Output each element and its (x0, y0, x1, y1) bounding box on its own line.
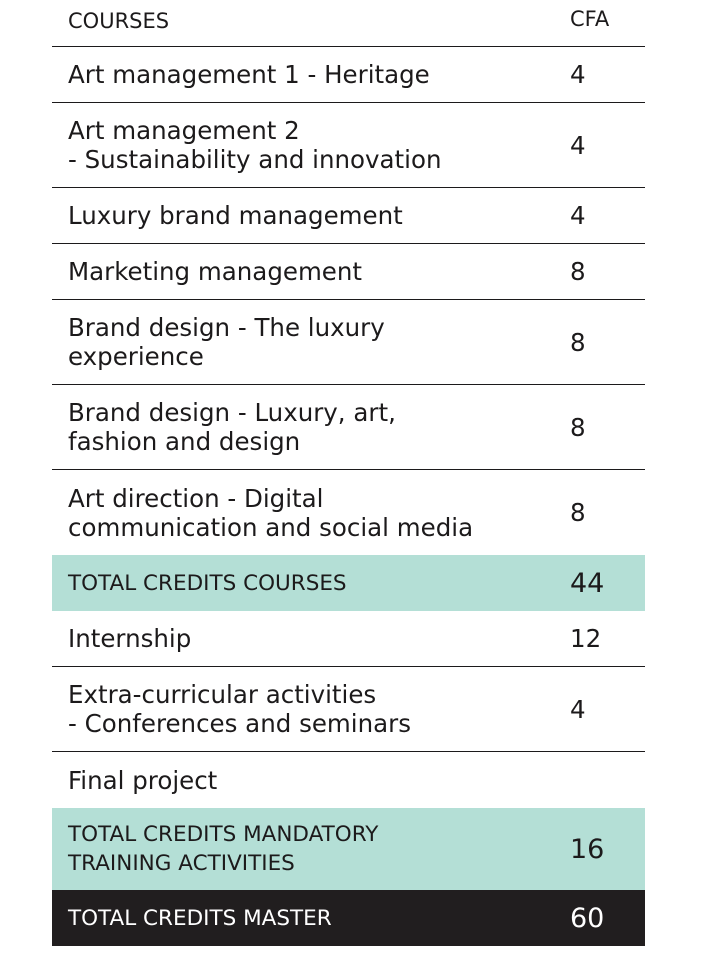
credits-table: COURSES CFA Art management 1 - Heritage … (52, 0, 645, 946)
activity-cfa: 4 (570, 694, 586, 724)
total-courses-label: TOTAL CREDITS COURSES (68, 570, 347, 596)
table-row: Marketing management 8 (52, 244, 645, 300)
total-mandatory-value: 16 (570, 833, 605, 865)
course-name: Brand design - Luxury, art, fashion and … (68, 398, 396, 456)
course-cfa: 4 (570, 60, 586, 89)
course-name: Luxury brand management (68, 201, 403, 230)
table-row: Luxury brand management 4 (52, 188, 645, 244)
activity-name: Extra-curricular activities - Conference… (68, 680, 411, 738)
courses-column-header: COURSES (68, 9, 170, 33)
total-master-row: TOTAL CREDITS MASTER 60 (52, 890, 645, 946)
table-row: Final project (52, 752, 645, 808)
activity-cfa: 12 (570, 624, 602, 653)
table-header: COURSES CFA (52, 0, 645, 47)
course-cfa: 8 (570, 412, 586, 442)
course-cfa: 4 (570, 201, 586, 230)
course-cfa: 4 (570, 130, 586, 160)
course-name: Art direction - Digital communication an… (68, 483, 474, 542)
table-row: Art management 1 - Heritage 4 (52, 47, 645, 103)
table-row: Extra-curricular activities - Conference… (52, 667, 645, 752)
table-row: Brand design - Luxury, art, fashion and … (52, 385, 645, 470)
activity-name: Internship (68, 624, 192, 653)
table-row: Art direction - Digital communication an… (52, 470, 645, 555)
total-master-value: 60 (570, 902, 605, 934)
activity-name: Final project (68, 765, 218, 795)
course-name: Marketing management (68, 257, 363, 286)
total-mandatory-label: TOTAL CREDITS MANDATORY TRAINING ACTIVIT… (68, 822, 379, 876)
table-row: Internship 12 (52, 611, 645, 667)
total-master-label: TOTAL CREDITS MASTER (68, 905, 332, 931)
course-name: Art management 2 - Sustainability and in… (68, 116, 442, 174)
table-row: Brand design - The luxury experience 8 (52, 300, 645, 385)
total-mandatory-row: TOTAL CREDITS MANDATORY TRAINING ACTIVIT… (52, 808, 645, 890)
course-cfa: 8 (570, 498, 586, 527)
total-courses-value: 44 (570, 567, 605, 599)
table-row: Art management 2 - Sustainability and in… (52, 103, 645, 188)
course-name: Art management 1 - Heritage (68, 60, 430, 89)
course-cfa: 8 (570, 257, 586, 286)
course-cfa: 8 (570, 327, 586, 357)
total-courses-row: TOTAL CREDITS COURSES 44 (52, 555, 645, 611)
course-name: Brand design - The luxury experience (68, 313, 385, 371)
cfa-column-header: CFA (570, 7, 610, 31)
